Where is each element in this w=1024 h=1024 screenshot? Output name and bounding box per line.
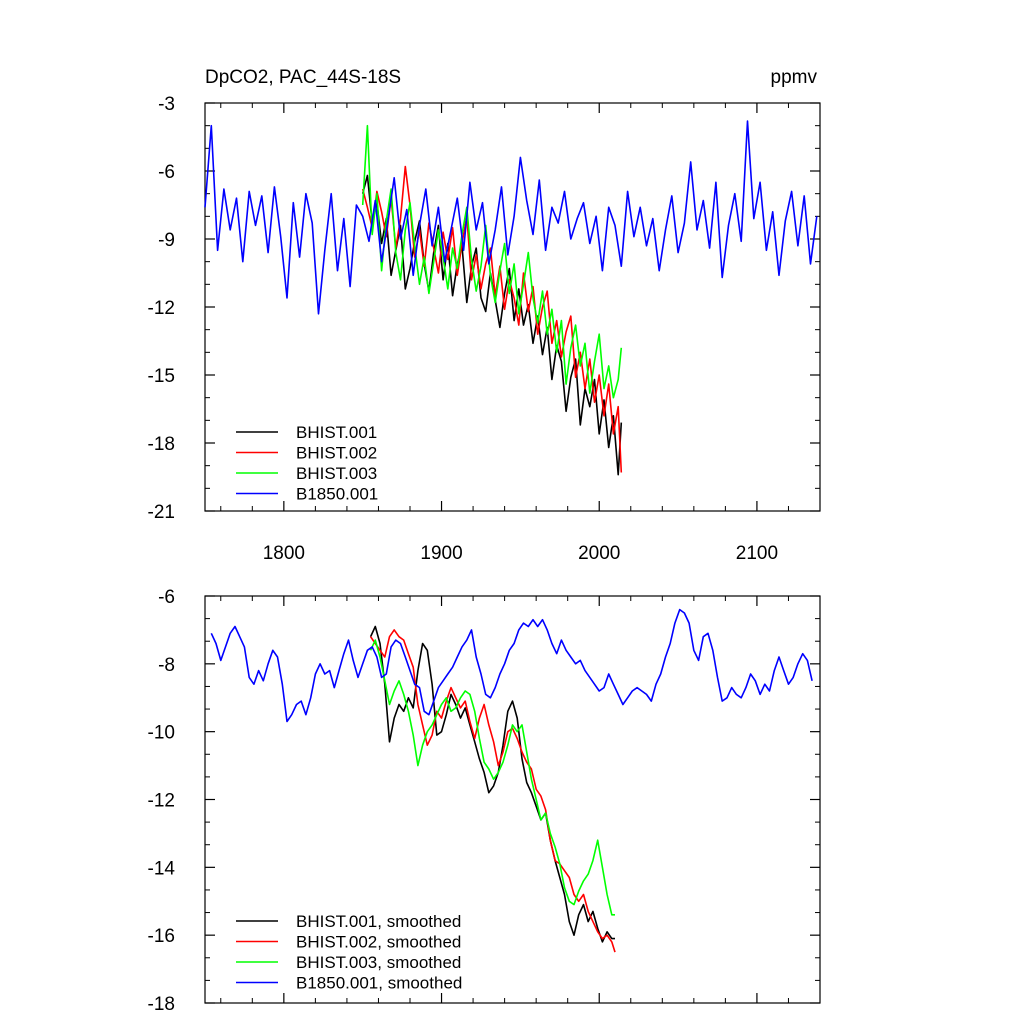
- legend-label: BHIST.002: [296, 444, 377, 463]
- legend-label: BHIST.003: [296, 464, 377, 483]
- y-tick-label: -14: [148, 858, 176, 879]
- x-tick-label: 2100: [736, 543, 778, 564]
- y-tick-label: -8: [158, 655, 175, 676]
- y-tick-label: -21: [148, 502, 175, 523]
- y-tick-label: -3: [158, 94, 175, 115]
- y-tick-label: -10: [148, 723, 175, 744]
- chart-units: ppmv: [771, 67, 818, 88]
- series-line: [369, 625, 615, 943]
- top-panel: DpCO2, PAC_44S-18S ppmv -3 -6 -9 -12 -15 -18 -…: [148, 67, 821, 564]
- y-tick-label: -9: [158, 230, 175, 251]
- series-line: [361, 165, 623, 473]
- legend-label: B1850.001: [296, 485, 378, 504]
- y-tick-label: -12: [148, 791, 175, 812]
- chart-title: DpCO2, PAC_44S-18S: [205, 67, 401, 88]
- y-tick-label: -15: [148, 366, 175, 387]
- y-tick-label: -12: [148, 298, 175, 319]
- series-line: [210, 608, 813, 723]
- series-line: [204, 120, 818, 315]
- x-tick-label: 2000: [578, 543, 620, 564]
- legend-label: BHIST.003, smoothed: [296, 953, 461, 972]
- x-tick-label: 1800: [263, 543, 305, 564]
- series-line: [361, 174, 623, 476]
- series-line: [369, 639, 615, 916]
- y-tick-label: -6: [158, 162, 175, 183]
- bottom-panel: -6 -8 -10 -12 -14 -16 -18 BHIST.001, smoothed BH…: [148, 587, 821, 1015]
- series-line: [361, 124, 623, 399]
- y-tick-label: -18: [148, 994, 175, 1015]
- legend-label: BHIST.002, smoothed: [296, 933, 461, 952]
- y-tick-label: -18: [148, 434, 175, 455]
- series-line: [369, 629, 616, 953]
- legend-label: B1850.001, smoothed: [296, 974, 462, 993]
- legend-label: BHIST.001: [296, 423, 377, 442]
- y-tick-label: -16: [148, 926, 175, 947]
- x-tick-label: 1900: [420, 543, 462, 564]
- legend-label: BHIST.001, smoothed: [296, 912, 461, 931]
- y-tick-label: -6: [158, 587, 175, 608]
